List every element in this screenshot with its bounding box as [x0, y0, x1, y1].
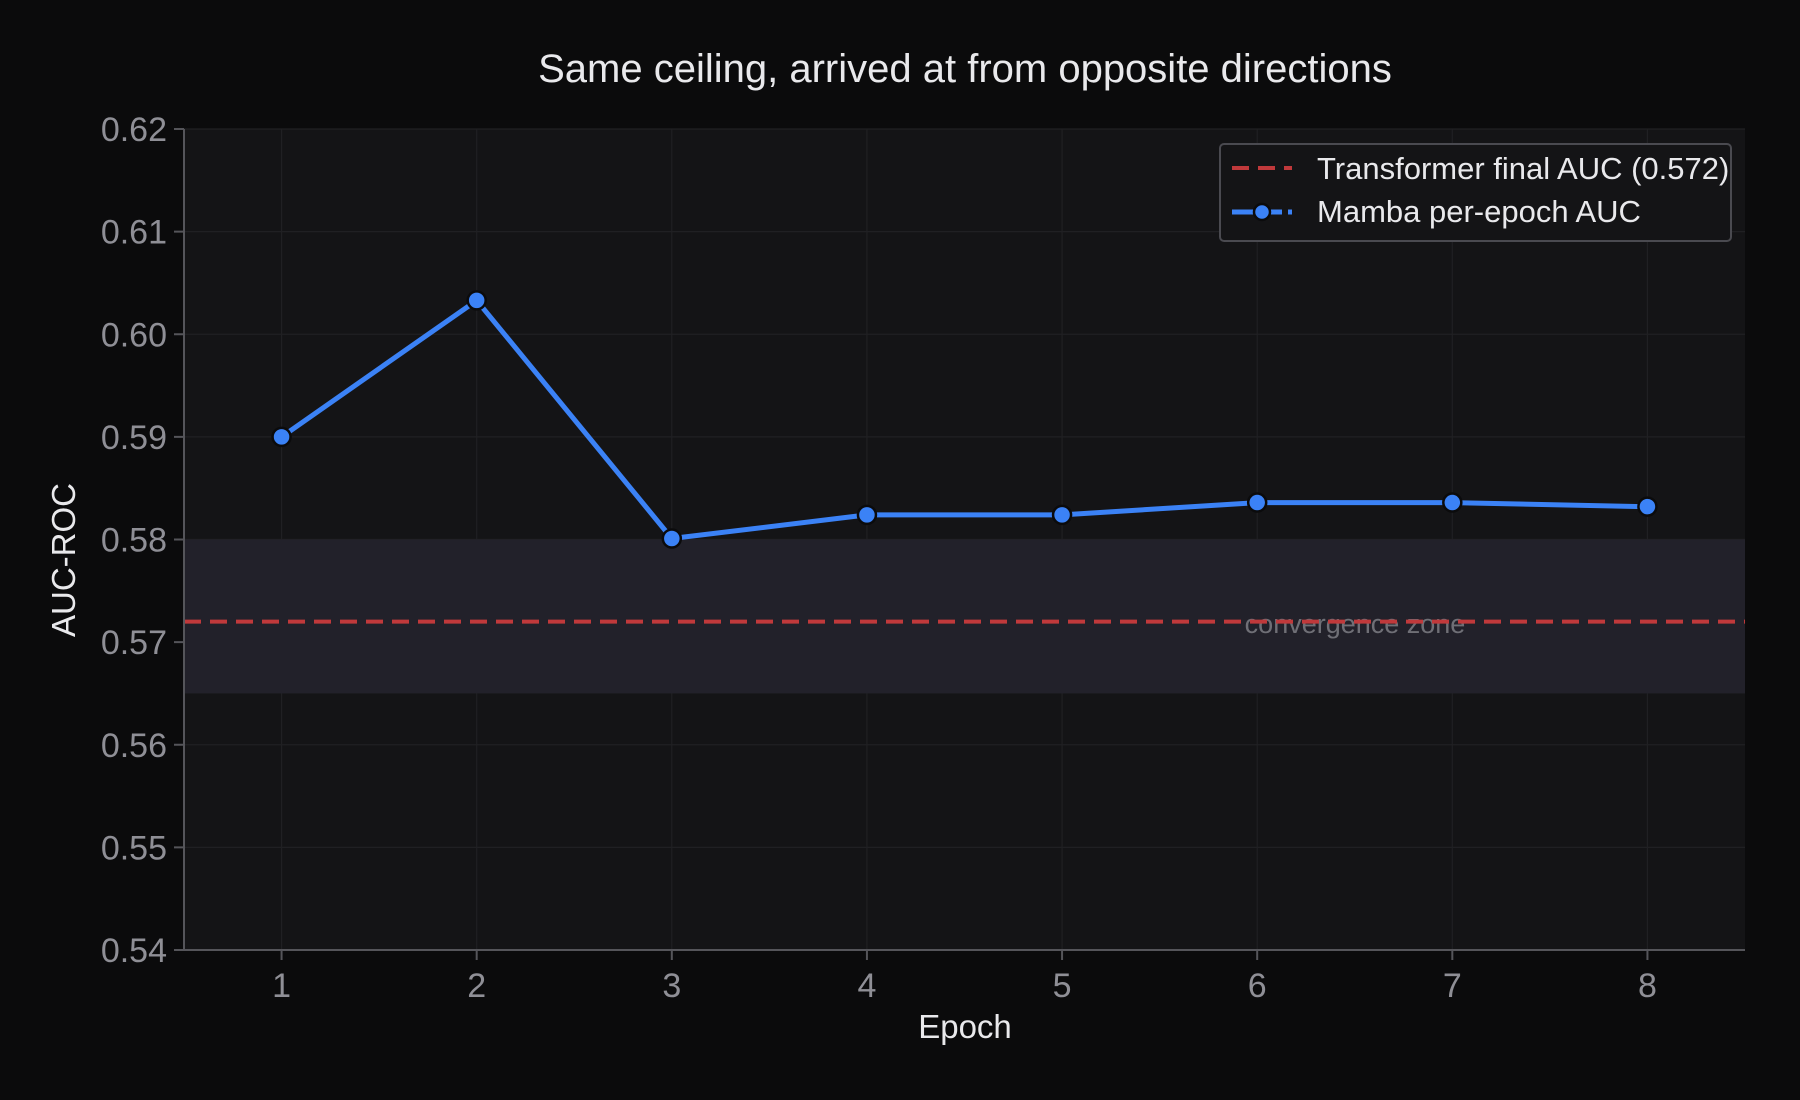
x-tick-label-2: 2 — [467, 967, 486, 1005]
x-tick-label-3: 3 — [662, 967, 681, 1005]
data-point-epoch-2 — [466, 290, 487, 311]
y-tick-label-1: 0.55 — [101, 829, 167, 867]
y-tick-label-3: 0.57 — [101, 624, 167, 662]
x-tick-label-5: 5 — [1053, 967, 1072, 1005]
data-point-epoch-5 — [1051, 504, 1073, 526]
legend: Transformer final AUC (0.572) Mamba per-… — [1219, 143, 1732, 242]
data-point-epoch-7 — [1442, 492, 1463, 513]
tick-labels: 1 2 3 4 5 6 7 8 0.54 0.55 0.56 0.57 0.58 0.59 0.60 0.61… — [101, 111, 1657, 1005]
series-layer — [271, 290, 1658, 549]
y-tick-label-4: 0.58 — [101, 522, 167, 560]
convergence-band-0 — [184, 539, 1745, 694]
legend-marker-mamba — [1252, 202, 1272, 222]
y-tick-label-8: 0.62 — [101, 111, 167, 149]
x-tick-label-1: 1 — [272, 967, 291, 1005]
data-point-epoch-6 — [1246, 492, 1268, 513]
legend-label-transformer: Transformer final AUC (0.572) — [1317, 151, 1729, 186]
x-tick-label-6: 6 — [1248, 967, 1267, 1005]
y-tick-label-0: 0.54 — [101, 932, 167, 970]
y-tick-label-5: 0.59 — [101, 419, 167, 457]
bands-layer: convergence zone — [184, 539, 1745, 694]
chart-title: Same ceiling, arrived at from opposite d… — [538, 47, 1392, 91]
y-tick-label-7: 0.61 — [101, 214, 167, 252]
convergence-zone-label: convergence zone — [1245, 609, 1466, 639]
y-tick-label-6: 0.60 — [101, 316, 167, 354]
data-point-epoch-8 — [1637, 496, 1658, 517]
x-tick-label-8: 8 — [1638, 967, 1657, 1005]
data-point-epoch-3 — [661, 528, 683, 549]
x-tick-label-4: 4 — [857, 967, 876, 1005]
data-point-epoch-4 — [856, 504, 878, 526]
legend-box — [1219, 143, 1732, 242]
x-axis-label: Epoch — [918, 1008, 1012, 1045]
y-axis-label: AUC-ROC — [45, 483, 82, 637]
mamba-series-line-0 — [279, 297, 1650, 541]
data-point-epoch-1 — [271, 426, 292, 448]
y-tick-label-2: 0.56 — [101, 727, 167, 765]
x-tick-label-7: 7 — [1443, 967, 1462, 1005]
legend-label-mamba: Mamba per-epoch AUC — [1317, 194, 1641, 229]
